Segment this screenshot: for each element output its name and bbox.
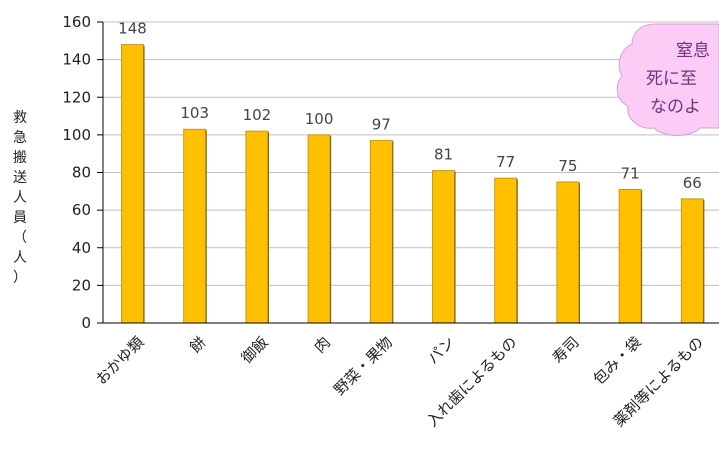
y-tick-label: 80: [72, 164, 91, 182]
y-axis-title-char: ）: [13, 270, 27, 286]
data-label: 103: [180, 104, 209, 122]
bar-3: [245, 130, 269, 324]
data-label: 100: [305, 110, 334, 128]
y-axis-title-char: 人: [13, 250, 27, 266]
bar-2: [183, 128, 207, 324]
bar-1: [121, 44, 144, 324]
data-label: 97: [372, 116, 391, 134]
y-axis-title-char: 搬: [13, 150, 27, 166]
y-axis-title-char: 人: [13, 190, 27, 206]
callout-line-1: 窒息: [676, 41, 710, 61]
y-tick-label: 160: [62, 13, 91, 31]
x-tick-label: 寿司: [549, 333, 583, 367]
bar-7: [494, 177, 518, 324]
y-tick-label: 140: [62, 51, 91, 69]
data-label: 81: [434, 146, 453, 164]
y-tick-label: 0: [81, 314, 91, 332]
x-tick-label: 包み・袋: [590, 333, 645, 388]
data-label: 77: [496, 153, 515, 171]
y-tick-label: 100: [62, 126, 91, 144]
y-tick-label: 40: [72, 239, 91, 257]
bar-6: [432, 170, 455, 324]
y-axis-title-char: 員: [13, 210, 27, 226]
x-tick-label: 肉: [311, 333, 334, 356]
bar-10: [680, 198, 704, 324]
x-tick-label: 餅: [186, 333, 209, 356]
data-label: 102: [243, 106, 272, 124]
y-tick-labels: 0 20 40 60 80 100 120 140 160: [62, 13, 91, 332]
callout-line-3: なのよ: [650, 97, 701, 117]
data-label: 148: [118, 20, 147, 38]
x-tick-label: 御飯: [238, 333, 272, 367]
bar-4: [307, 134, 331, 324]
x-tick-labels: おかゆ類餅御飯 肉野菜・果物 パン入れ歯によるもの 寿司 包み・袋薬剤等によるもの: [92, 333, 707, 430]
callout-line-2: 死に至: [646, 69, 697, 89]
y-axis-title-char: 送: [13, 170, 27, 186]
data-labels: 148 103 102 100 97 81 77 75 71 66: [118, 20, 702, 192]
bar-5: [369, 140, 393, 324]
bar-9: [618, 189, 642, 324]
bars: [121, 44, 705, 324]
y-axis-title-char: 救: [13, 110, 27, 126]
x-tick-label: おかゆ類: [92, 333, 147, 388]
x-tick-label: パン: [424, 333, 458, 367]
y-axis-title-char: （: [13, 230, 27, 246]
y-tick-label: 60: [72, 201, 91, 219]
axes: [102, 22, 719, 324]
x-tick-label: 野菜・果物: [330, 333, 396, 399]
y-axis-title-char: 急: [13, 130, 27, 146]
callout-cloud: 窒息 死に至 なのよ: [616, 23, 719, 136]
data-label: 71: [621, 164, 640, 182]
y-tick-label: 20: [72, 276, 91, 294]
data-label: 66: [683, 174, 702, 192]
callout-shape: [616, 23, 719, 136]
data-label: 75: [558, 157, 577, 175]
y-tick-label: 120: [62, 88, 91, 106]
bar-8: [556, 181, 580, 324]
